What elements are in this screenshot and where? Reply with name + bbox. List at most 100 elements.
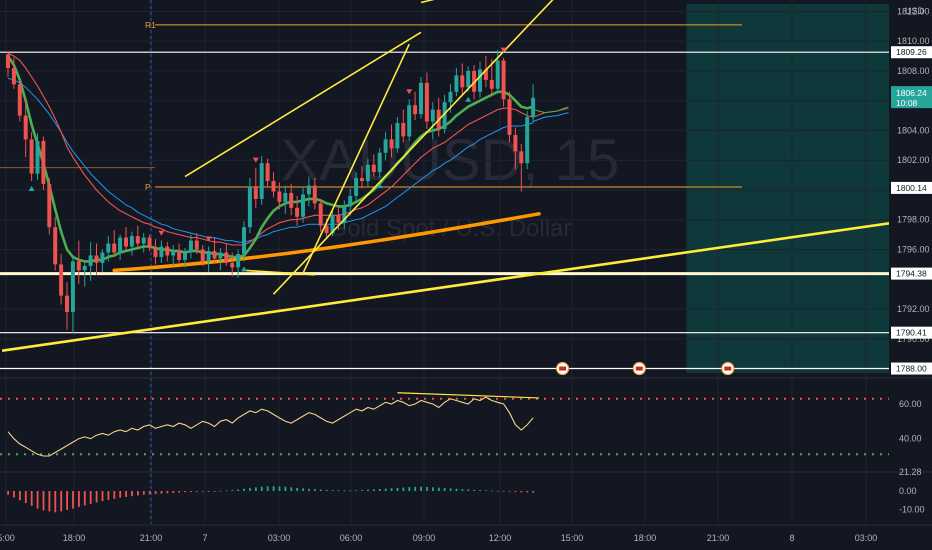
candle-body[interactable] [371,164,376,173]
candle-body[interactable] [11,67,16,85]
candle-body[interactable] [513,134,518,152]
candle-body[interactable] [100,252,105,263]
candle-body[interactable] [82,265,87,271]
candle-body[interactable] [336,215,341,223]
candle-body[interactable] [124,237,128,247]
candle-body[interactable] [112,243,117,253]
candle-body[interactable] [253,187,258,199]
candle-body[interactable] [324,225,329,234]
candle-body[interactable] [135,236,140,244]
candle-body[interactable] [519,151,524,164]
candle-body[interactable] [401,123,406,137]
candle-body[interactable] [454,75,459,92]
candle-body[interactable] [483,69,488,80]
trendline[interactable] [302,43,410,274]
candle-body[interactable] [460,75,465,88]
candle-body[interactable] [342,206,347,223]
candle-body[interactable] [330,215,335,234]
candle-body[interactable] [230,262,235,268]
candle-body[interactable] [212,250,217,259]
candle-body[interactable] [289,192,294,208]
trendline[interactable] [272,0,599,295]
candle-body[interactable] [472,70,477,92]
candles-layer[interactable] [6,50,536,333]
candle-body[interactable] [65,295,69,312]
candle-body[interactable] [41,140,46,185]
candle-body[interactable] [354,178,359,196]
price-level-badge[interactable] [891,267,932,280]
candle-body[interactable] [360,178,364,182]
candle-body[interactable] [301,194,305,217]
candle-body[interactable] [94,255,99,263]
candle-body[interactable] [478,69,482,92]
candle-body[interactable] [247,187,252,228]
candle-body[interactable] [17,84,22,116]
candle-body[interactable] [295,207,300,217]
candle-body[interactable] [348,195,353,207]
price-level-badge[interactable] [891,181,932,194]
trendline[interactable] [184,31,422,178]
candle-body[interactable] [525,117,530,164]
candle-body[interactable] [206,250,211,262]
candle-body[interactable] [177,250,182,260]
candle-body[interactable] [424,82,429,122]
candle-body[interactable] [106,243,111,253]
trendlines-layer[interactable] [1,0,894,352]
candle-body[interactable] [419,82,423,115]
candle-body[interactable] [141,237,146,244]
candle-body[interactable] [507,99,512,135]
candle-body[interactable] [448,91,453,103]
trendline[interactable] [243,269,315,276]
last-price-badge[interactable] [891,86,932,109]
candle-body[interactable] [236,253,241,268]
candle-body[interactable] [489,79,494,89]
candle-body[interactable] [283,192,288,202]
candle-body[interactable] [47,184,52,228]
candle-body[interactable] [183,252,187,260]
candle-body[interactable] [29,139,34,174]
price-level-badge[interactable] [891,326,932,339]
candle-body[interactable] [271,181,276,192]
candle-body[interactable] [129,236,134,247]
candle-body[interactable] [265,163,270,182]
price-level-badge[interactable] [891,46,932,59]
candle-body[interactable] [306,185,311,195]
candle-body[interactable] [430,109,435,122]
candle-body[interactable] [377,152,382,173]
candle-body[interactable] [259,163,264,199]
time-axis[interactable]: 5:00 18:00 21:00 7 03:00 06:00 09:00 12:00 15:00… [0,524,932,543]
candle-body[interactable] [242,227,246,254]
candle-body[interactable] [365,164,370,182]
candle-body[interactable] [395,123,400,149]
candle-body[interactable] [389,139,394,149]
candle-body[interactable] [88,255,93,266]
candle-body[interactable] [318,203,323,226]
candle-body[interactable] [442,102,447,129]
candle-body[interactable] [171,250,176,256]
candle-body[interactable] [407,105,412,137]
candle-body[interactable] [218,252,223,259]
candle-body[interactable] [531,97,536,118]
candle-body[interactable] [495,60,500,89]
candle-body[interactable] [35,140,40,174]
trendline[interactable] [1,221,894,352]
candle-body[interactable] [23,115,28,140]
candle-body[interactable] [53,227,58,265]
candle-body[interactable] [118,237,123,253]
candle-body[interactable] [59,264,64,296]
candle-body[interactable] [153,248,158,257]
rsi-line[interactable] [7,396,534,457]
candle-body[interactable] [200,249,205,262]
price-axis[interactable]: 1812.001810.001808.001806.001804.001802.… [891,6,932,515]
candle-body[interactable] [159,246,164,257]
macd-pane[interactable] [7,486,535,513]
candle-body[interactable] [277,191,282,202]
candle-body[interactable] [466,70,471,88]
candle-body[interactable] [76,261,81,271]
candle-body[interactable] [70,261,75,312]
candle-body[interactable] [224,252,229,263]
candle-body[interactable] [194,240,199,250]
candle-body[interactable] [383,139,388,153]
